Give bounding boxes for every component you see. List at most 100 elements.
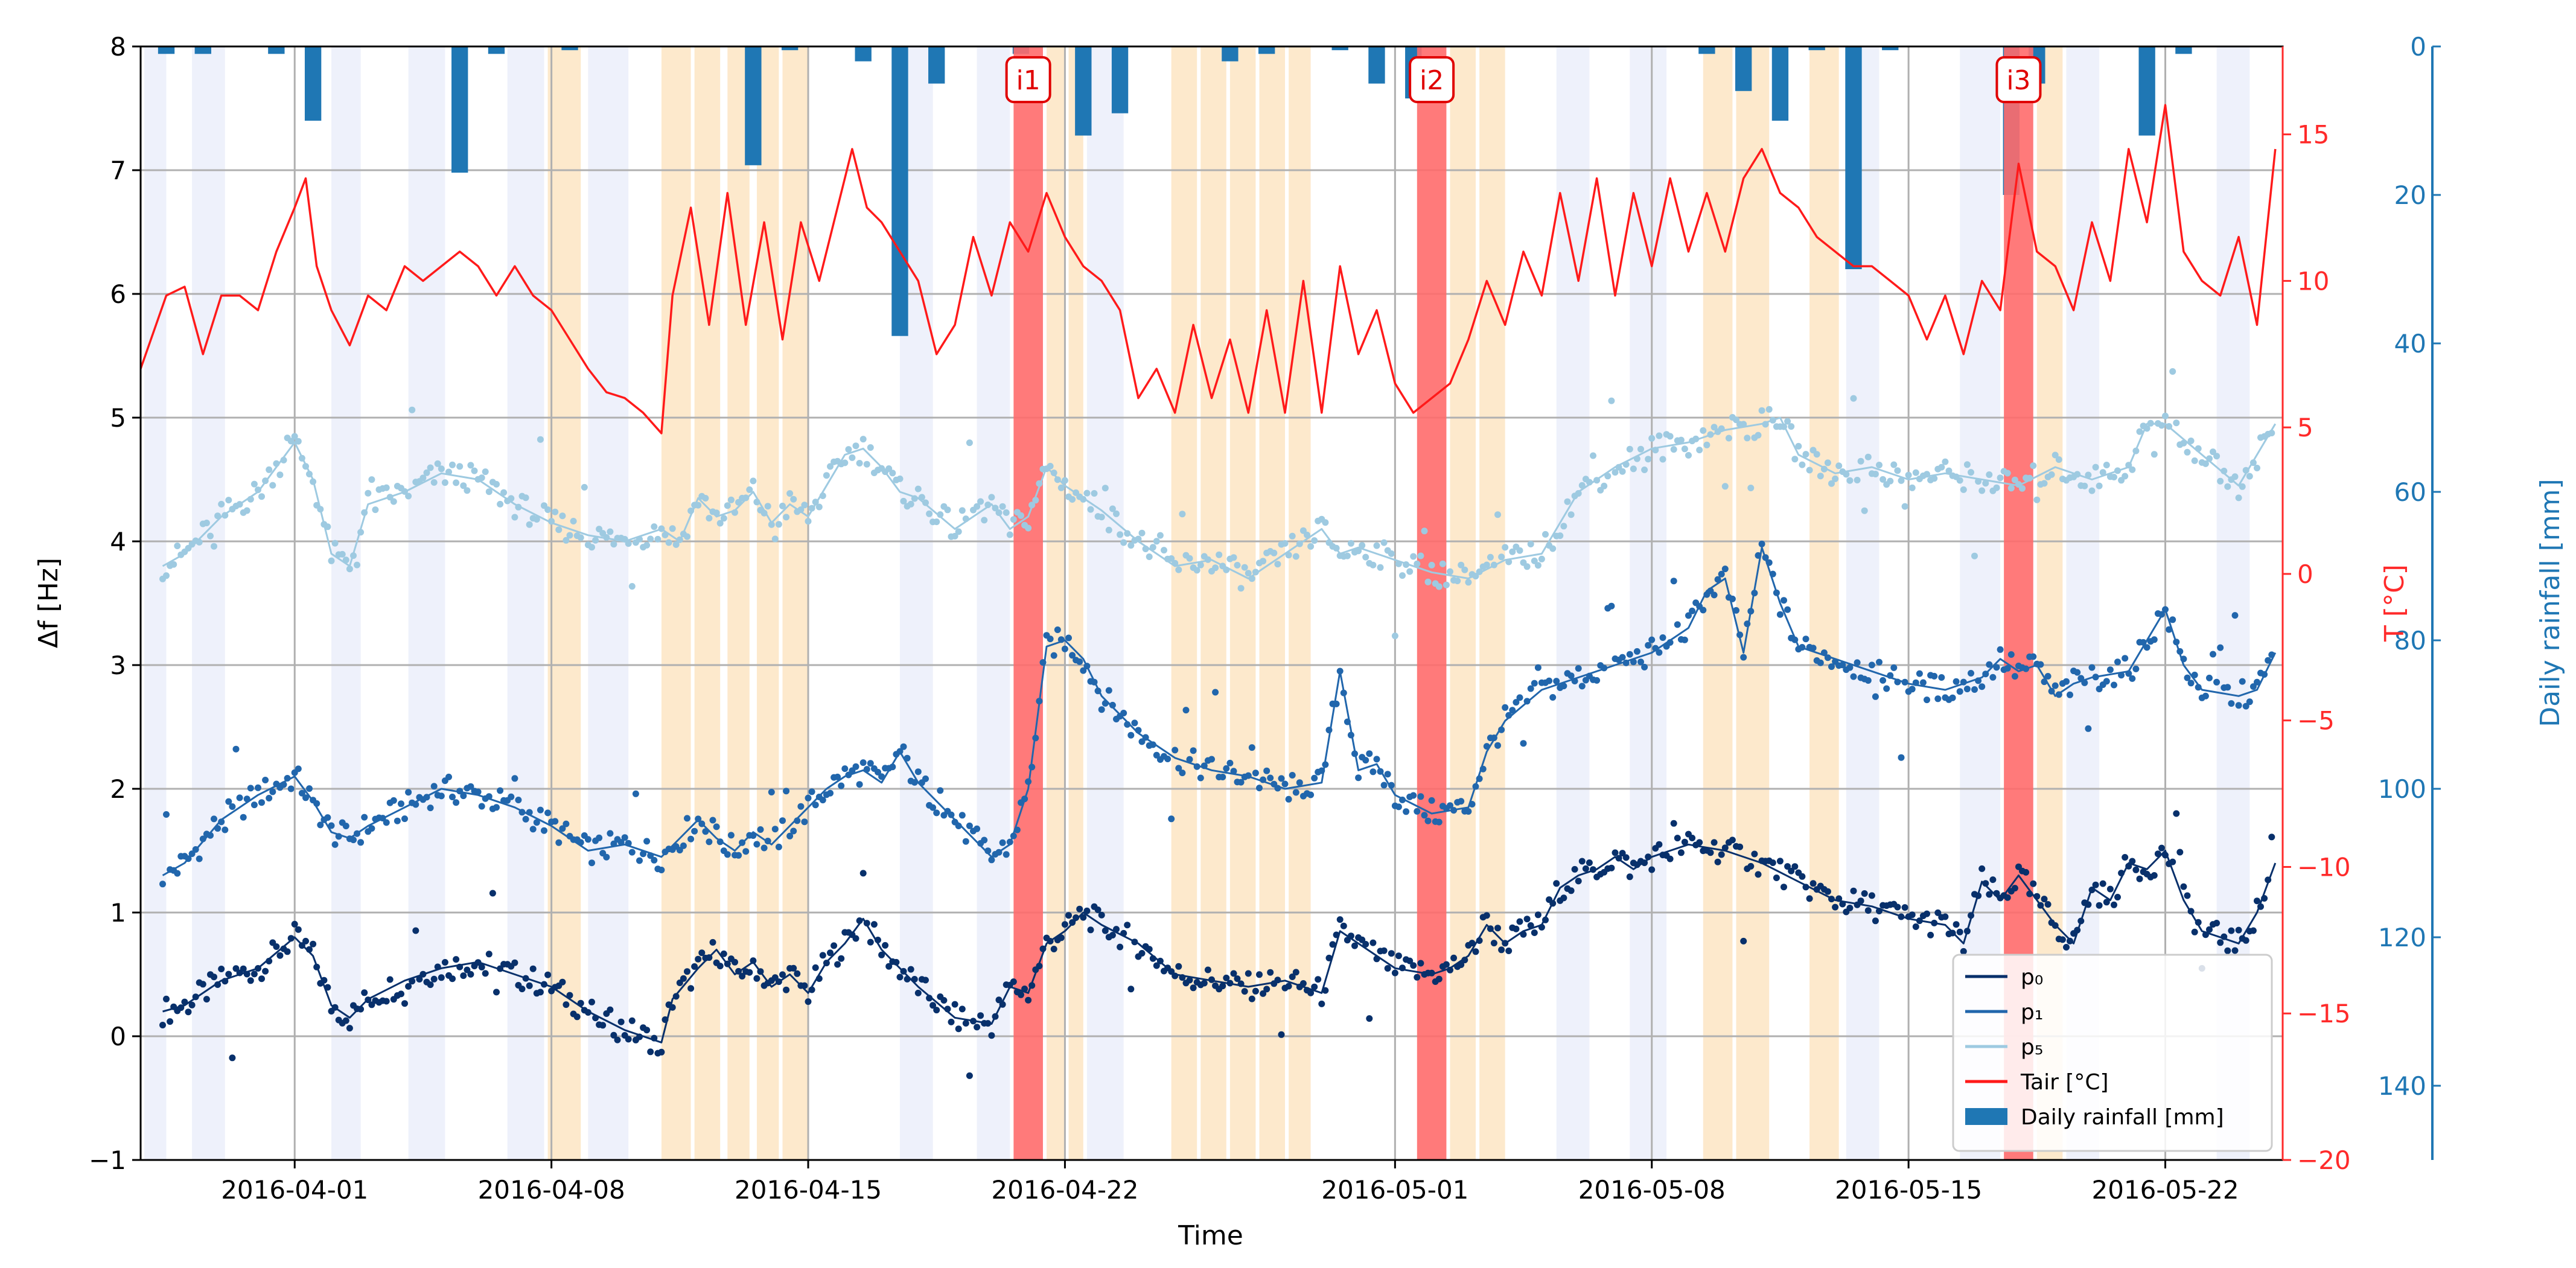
series-p0-point [1674, 835, 1681, 842]
series-p1-point [1931, 672, 1938, 680]
series-p1-point [1854, 659, 1861, 666]
series-p0-point [1065, 912, 1072, 919]
series-p1-point [445, 773, 452, 780]
series-p1-point [262, 777, 269, 783]
series-p5-point [1681, 445, 1688, 453]
series-p0-point [229, 1054, 236, 1062]
series-p1-point [1890, 664, 1898, 671]
series-p5-point [2162, 412, 2169, 419]
series-p0-point [1359, 936, 1366, 943]
series-p5-point [1241, 564, 1248, 571]
series-p0-point [1414, 973, 1421, 981]
series-p1-point [2103, 678, 2110, 685]
series-p1-point [1263, 767, 1270, 774]
series-p5-point [566, 532, 573, 539]
series-p0-point [1612, 849, 1619, 856]
series-p5-point [203, 520, 210, 526]
series-p1-point [929, 804, 937, 811]
series-p0-point [2103, 899, 2110, 906]
series-p0-point [2136, 875, 2143, 882]
series-p1-point [1127, 731, 1135, 739]
series-p5-point [1931, 475, 1938, 482]
series-p5-point [1003, 509, 1010, 516]
series-p5-point [823, 472, 830, 479]
series-p5-point [2019, 485, 2026, 492]
series-p0-point [1395, 952, 1402, 960]
series-p1-point [1172, 747, 1179, 754]
series-p5-point [493, 480, 500, 488]
series-p0-point [1248, 995, 1255, 1002]
series-p5-point [2136, 428, 2143, 435]
series-p1-point [1076, 658, 1083, 665]
series-p0-point [1868, 892, 1875, 899]
series-p5-point [1788, 423, 1795, 430]
series-p5-point [1864, 453, 1872, 460]
series-p1-point [1986, 661, 1993, 668]
series-p1-point [398, 800, 404, 808]
series-p5-point [922, 499, 929, 506]
series-p1-point [2246, 698, 2253, 706]
series-p1-point [658, 867, 665, 873]
series-p0-point [1369, 939, 1377, 946]
series-p0-point [948, 1018, 955, 1025]
series-p1-point [1369, 768, 1377, 776]
series-p5-point [1388, 550, 1395, 557]
series-p1-point [559, 825, 566, 832]
series-p1-point [298, 789, 305, 797]
event-label: i3 [2006, 65, 2030, 96]
event-label-box [1995, 56, 2042, 103]
series-p0-point [273, 943, 280, 950]
series-p1-point [801, 818, 808, 826]
series-p5-point [1817, 473, 1824, 480]
series-p1-point [1168, 815, 1175, 823]
series-p0-point [1219, 983, 1226, 990]
series-p0-line [162, 843, 2277, 1043]
series-p1-point [2184, 674, 2191, 681]
series-p1-point [1846, 664, 1854, 671]
series-p0-point [2044, 901, 2052, 908]
series-p0-point [2063, 944, 2070, 951]
y-temp-tick-label: −20 [2297, 1145, 2351, 1175]
series-p5-point [643, 541, 651, 549]
series-p5-point [783, 514, 790, 521]
series-p1-point [1109, 701, 1116, 709]
series-p5-point [1414, 560, 1421, 567]
series-p5-point [500, 489, 508, 496]
series-p0-point [1050, 946, 1057, 952]
series-p0-point [1025, 996, 1032, 1004]
series-p0-point [295, 926, 302, 933]
series-p5-point [702, 495, 709, 502]
series-p5-point [1274, 561, 1281, 568]
series-p5-point [471, 467, 478, 474]
series-p5-point [1879, 476, 1887, 483]
rainfall-bar [1771, 46, 1789, 121]
series-p5-point [1047, 462, 1054, 470]
series-p5-point [331, 540, 339, 547]
series-p1-point [1414, 808, 1421, 815]
series-p0-point [940, 997, 948, 1004]
series-p5-point [577, 534, 584, 541]
series-p5-point [1648, 435, 1656, 442]
rainfall-bar [1698, 46, 1715, 54]
series-p1-point [819, 797, 826, 804]
series-p1-point [211, 815, 217, 823]
series-p0-point [1351, 942, 1358, 949]
series-p5-point [654, 535, 662, 543]
series-p0-point [1472, 948, 1479, 955]
series-p5-point [544, 506, 552, 513]
series-p5-point [174, 543, 181, 549]
series-p5-point [1245, 570, 1252, 577]
series-p5-point [859, 436, 867, 443]
series-p0-point [794, 970, 801, 977]
series-p0-point [929, 1002, 937, 1009]
series-p5-point [1091, 490, 1098, 497]
series-p1-point [867, 760, 874, 767]
series-p1-point [1714, 576, 1721, 583]
series-p0-point [1443, 961, 1450, 968]
series-p0-point [2106, 885, 2114, 893]
series-p1-point [1626, 651, 1633, 658]
series-p5-point [464, 487, 471, 494]
series-p5-point [2217, 477, 2224, 485]
light-shade-band [144, 46, 167, 1160]
rain-shade-band [1703, 46, 1733, 1160]
